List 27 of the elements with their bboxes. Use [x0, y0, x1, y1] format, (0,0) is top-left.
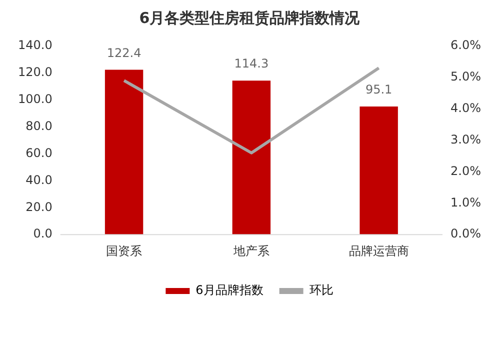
legend-label: 环比 — [309, 283, 334, 298]
y2-tick-label: 6.0% — [450, 38, 482, 52]
y2-tick-label: 3.0% — [450, 132, 482, 146]
chart-title: 6月各类型住房租赁品牌指数情况 — [139, 8, 361, 27]
x-tick-label: 地产系 — [232, 244, 270, 258]
y-tick-label: 120.0 — [18, 65, 52, 80]
bar — [232, 80, 271, 235]
data-label: 122.4 — [106, 46, 142, 60]
data-label: 95.1 — [365, 82, 392, 97]
data-label: 114.3 — [234, 56, 269, 71]
y2-tick-label: 0.0% — [450, 226, 482, 241]
y-tick-label: 80.0 — [26, 118, 52, 133]
y2-tick-label: 2.0% — [450, 164, 482, 178]
bar — [360, 106, 398, 235]
y-tick-label: 0.0 — [33, 226, 52, 241]
y-tick-label: 140.0 — [18, 38, 52, 52]
y-tick-label: 40.0 — [26, 172, 52, 187]
y-tick-label: 60.0 — [26, 146, 52, 160]
bar — [104, 70, 144, 235]
x-tick-label: 国资系 — [106, 244, 142, 258]
y-tick-label: 100.0 — [18, 92, 52, 106]
y2-tick-label: 1.0% — [450, 195, 482, 210]
y-tick-label: 20.0 — [26, 200, 52, 214]
legend-label: 6月品牌指数 — [196, 283, 264, 298]
y2-tick-label: 5.0% — [450, 70, 482, 84]
y2-tick-label: 4.0% — [450, 100, 482, 115]
x-tick-label: 品牌运营商 — [348, 244, 409, 258]
